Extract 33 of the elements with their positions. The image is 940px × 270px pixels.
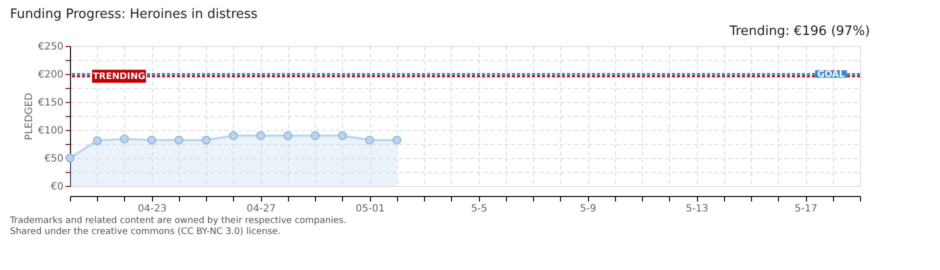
y-axis-title: PLEDGED bbox=[24, 92, 36, 140]
point bbox=[284, 131, 292, 140]
point bbox=[202, 136, 211, 144]
x-tick-label: 5-9 bbox=[580, 204, 596, 214]
point bbox=[338, 131, 347, 140]
ref-line-label: GOAL bbox=[817, 70, 846, 80]
text: Shared under the creative commons (CC BY-NC 3.0) license. bbox=[10, 227, 281, 237]
y-tick-label: €150 bbox=[38, 98, 64, 108]
point bbox=[256, 131, 266, 140]
x-tick-label: 05-01 bbox=[356, 204, 385, 214]
text: Trademarks and related content are owned by their respective companies. bbox=[9, 216, 346, 226]
point bbox=[120, 134, 129, 144]
point bbox=[310, 131, 320, 140]
point bbox=[229, 131, 238, 140]
point bbox=[365, 136, 374, 144]
x-tick-label: 5-13 bbox=[686, 204, 708, 214]
y-tick-label: €50 bbox=[44, 154, 64, 164]
point bbox=[392, 136, 402, 144]
point bbox=[147, 136, 156, 144]
ref-line-label: TRENDING bbox=[92, 72, 146, 82]
y-tick-label: €250 bbox=[38, 42, 64, 52]
y-tick-label: €100 bbox=[38, 126, 64, 136]
point bbox=[174, 136, 184, 144]
chart-title: Funding Progress: Heroines in distress bbox=[10, 7, 258, 22]
x-tick-label: 04-27 bbox=[246, 204, 276, 214]
x-tick-label: 5-5 bbox=[470, 204, 488, 214]
point bbox=[66, 154, 74, 162]
point bbox=[92, 136, 102, 146]
chart-subtitle: Trending: €196 (97%) bbox=[728, 24, 870, 39]
x-tick-label: 5-17 bbox=[794, 204, 818, 214]
x-tick-label: 04-23 bbox=[138, 204, 167, 214]
y-tick-label: €200 bbox=[38, 70, 64, 80]
y-tick-label: €0 bbox=[50, 182, 64, 192]
